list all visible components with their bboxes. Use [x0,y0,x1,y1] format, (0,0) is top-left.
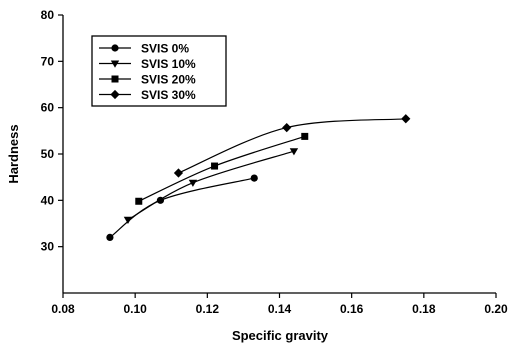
x-axis-title: Specific gravity [232,328,329,343]
x-tick-label: 0.10 [123,302,147,316]
series-line [127,150,295,221]
series [106,114,411,241]
ticks: 0.08 0.10 0.12 0.14 0.16 0.18 0.20 80 70 60 50 40 30 [41,8,508,316]
legend-marker [111,75,119,83]
data-point [250,174,258,182]
legend-marker [111,44,119,52]
data-point [211,162,219,170]
x-tick-label: 0.08 [51,302,75,316]
series-4 [173,114,411,178]
series-line [138,135,305,202]
legend-label: SVIS 20% [141,73,196,87]
y-tick-label: 80 [41,8,55,22]
data-point [123,216,133,224]
y-tick-label: 40 [41,193,55,207]
data-point [301,132,309,140]
x-tick-label: 0.18 [412,302,436,316]
series-2 [123,148,299,224]
data-point [106,233,114,241]
data-point [289,148,299,156]
legend-label: SVIS 30% [141,88,196,102]
x-tick-label: 0.16 [340,302,364,316]
series-line [109,177,255,238]
legend-label: SVIS 10% [141,57,196,71]
x-tick-label: 0.14 [268,302,292,316]
legend-marker [110,60,120,68]
y-axis-title: Hardness [6,124,21,183]
data-point [188,179,198,187]
data-point [173,168,184,178]
legend: SVIS 0%SVIS 10% SVIS 20%SVIS 30% [91,35,227,107]
y-tick-label: 30 [41,240,55,254]
data-point [135,197,143,205]
y-tick-label: 50 [41,147,55,161]
y-tick-label: 70 [41,54,55,68]
legend-label: SVIS 0% [141,42,189,56]
series-1 [106,174,258,241]
data-point [282,122,292,133]
x-tick-label: 0.12 [196,302,220,316]
x-tick-label: 0.20 [484,302,508,316]
data-point [401,114,411,124]
series-3 [135,132,309,205]
legend-marker [110,89,120,100]
y-tick-label: 60 [41,101,55,115]
